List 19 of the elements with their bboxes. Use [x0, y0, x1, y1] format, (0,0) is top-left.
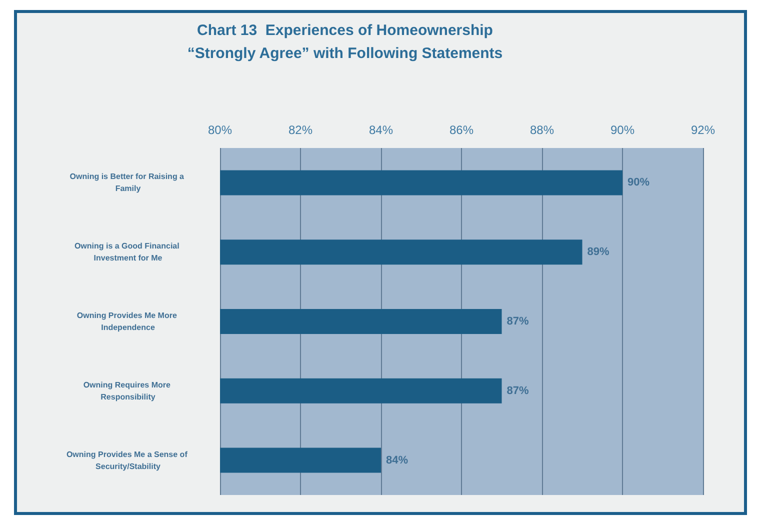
y-tick-label: Owning is Better for Raising a Family	[70, 172, 186, 194]
y-tick-label: Owning Provides Me a Sense of Security/Stability	[66, 450, 190, 471]
data-label: 89%	[587, 246, 610, 258]
x-tick-label: 80%	[208, 123, 232, 137]
x-tick-label: 90%	[610, 123, 635, 137]
y-tick-label: Owning is a Good Financial Investment for Me	[74, 242, 182, 263]
data-label: 87%	[506, 316, 529, 328]
data-label: 84%	[386, 454, 408, 466]
x-tick-label: 82%	[288, 123, 313, 137]
x-tick-label: 84%	[368, 123, 394, 137]
y-tick-label: Owning Provides Me More Independence	[76, 311, 180, 332]
x-tick-label: 92%	[690, 123, 716, 137]
chart-subtitle: “Strongly Agree” with Following Statements	[187, 45, 503, 62]
chart-title: Chart 13 Experiences of Homeownership	[197, 22, 493, 39]
y-tick-label: Owning Requires More Responsibility	[83, 380, 173, 402]
x-tick-label: 88%	[530, 123, 554, 137]
x-tick-label: 86%	[449, 123, 474, 137]
data-label: 90%	[628, 176, 650, 189]
data-label: 87%	[506, 384, 529, 397]
